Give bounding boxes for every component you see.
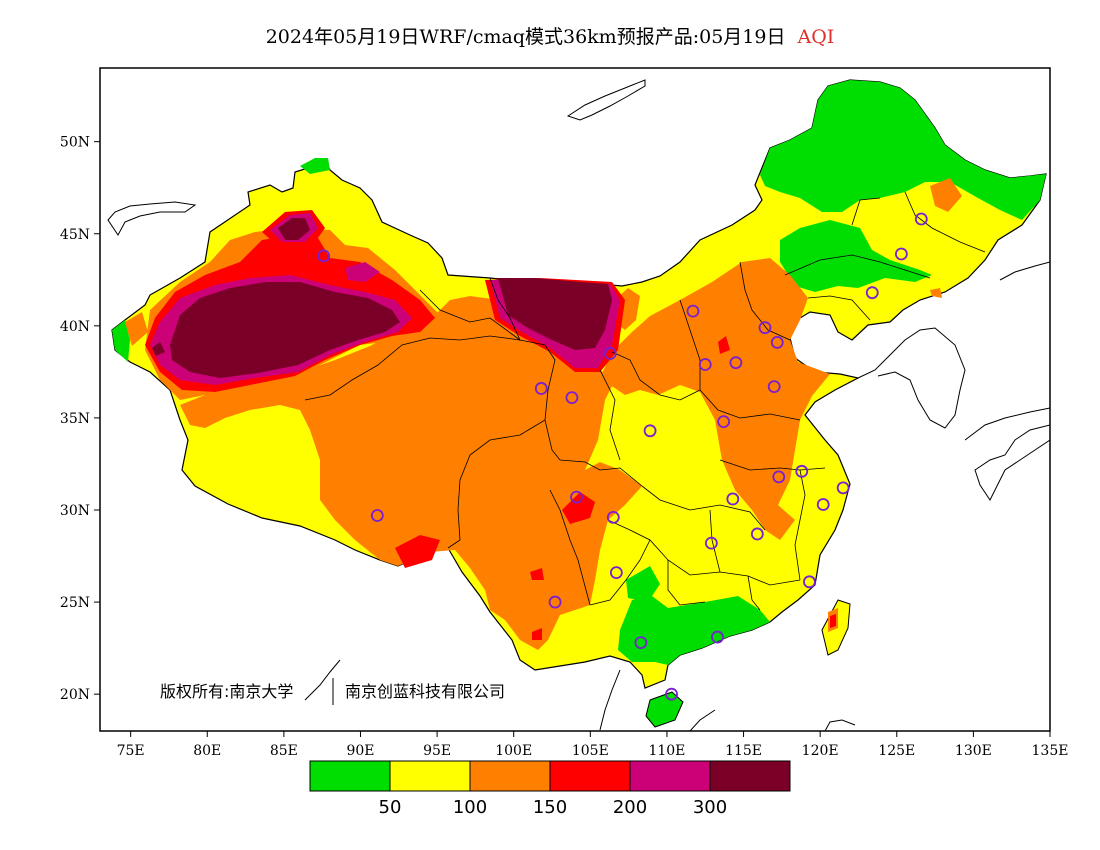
zone-light-west-edge xyxy=(125,312,148,346)
zone-severe-west-spot xyxy=(152,342,165,356)
station-marker xyxy=(606,510,620,524)
station-marker xyxy=(534,382,548,395)
copyright-text: 版权所有:南京大学 xyxy=(160,682,293,701)
station-marker xyxy=(750,527,764,541)
taiwan-red-spot xyxy=(830,614,836,628)
zone-severe-alxa xyxy=(498,278,612,350)
station-marker xyxy=(767,380,781,394)
station-marker xyxy=(717,415,731,429)
x-tick-label: 115E xyxy=(725,743,762,759)
map-title-variable: AQI xyxy=(797,26,835,48)
station-marker xyxy=(795,464,809,478)
station-marker xyxy=(548,595,562,609)
hainan-island xyxy=(645,691,684,728)
zone-medium-yunnan xyxy=(530,568,544,580)
province-boundaries xyxy=(304,191,986,611)
station-marker xyxy=(726,492,740,506)
colorbar-label: 150 xyxy=(533,797,567,818)
zone-severe-dzungaria xyxy=(278,218,310,240)
station-marker xyxy=(836,481,850,495)
x-tick-label: 75E xyxy=(117,743,145,759)
zone-light-north-china xyxy=(600,258,830,540)
station-marker xyxy=(317,249,331,263)
colorbar-swatch xyxy=(309,760,391,792)
station-marker xyxy=(603,347,617,360)
station-marker xyxy=(816,498,830,511)
colorbar-swatch xyxy=(549,760,631,792)
station-marker xyxy=(914,212,928,226)
station-marker xyxy=(770,336,784,349)
x-tick-label: 85E xyxy=(270,743,298,759)
zone-medium-tibet-south xyxy=(395,535,440,568)
colorbar-label: 100 xyxy=(453,797,487,818)
zone-light-northeast xyxy=(930,178,962,212)
zone-good-northeast xyxy=(760,80,1046,220)
x-tick-label: 100E xyxy=(495,743,532,759)
zone-good-west xyxy=(112,320,130,362)
aqi-colorbar: 50 100 150 200 300 xyxy=(309,760,791,818)
x-tick-label: 130E xyxy=(955,743,992,759)
x-tick-label: 80E xyxy=(193,743,221,759)
zone-heavy-east-xinjiang xyxy=(345,262,380,282)
station-marker xyxy=(803,575,816,589)
x-tick-label: 110E xyxy=(648,743,685,759)
station-marker xyxy=(894,247,908,261)
colorbar-swatch xyxy=(469,760,551,792)
x-tick-label: 90E xyxy=(346,743,374,759)
x-tick-label: 125E xyxy=(878,743,915,759)
zone-light-tibet xyxy=(180,296,642,650)
station-markers xyxy=(317,212,928,701)
zone-medium-sichuan xyxy=(562,492,595,524)
y-tick-label: 40N xyxy=(60,319,90,335)
station-marker xyxy=(609,566,623,580)
station-marker xyxy=(570,490,583,504)
zone-medium-guangxi xyxy=(532,628,542,640)
zone-medium-shanxi xyxy=(718,336,730,354)
colorbar-swatch xyxy=(389,760,471,792)
map-frame xyxy=(99,67,1051,732)
station-marker xyxy=(729,356,743,370)
neighbour-coastlines xyxy=(107,79,1050,731)
map-title-text: 2024年05月19日WRF/cmaq模式36km预报产品:05月19日 xyxy=(265,26,786,48)
colorbar-swatch xyxy=(629,760,711,792)
colorbar-swatch xyxy=(709,760,791,792)
station-marker xyxy=(865,286,879,300)
x-tick-label: 95E xyxy=(423,743,451,759)
station-marker xyxy=(565,391,579,405)
y-tick-label: 20N xyxy=(60,687,90,703)
y-axis-ticks: 20N 25N 30N 35N 40N 45N 50N xyxy=(60,135,100,703)
x-axis-ticks: 75E 80E 85E 90E 95E 100E 105E 110E 115E 120E 125E 1… xyxy=(117,731,1069,759)
colorbar-label: 200 xyxy=(613,797,647,818)
zone-good-northwest xyxy=(300,158,330,174)
colorbar-label: 300 xyxy=(693,797,727,818)
station-marker xyxy=(704,536,718,550)
x-tick-label: 135E xyxy=(1032,743,1069,759)
y-tick-label: 50N xyxy=(60,135,90,151)
station-marker xyxy=(698,358,712,371)
y-tick-label: 25N xyxy=(60,595,90,611)
y-tick-label: 30N xyxy=(60,503,90,519)
company-text: 南京创蓝科技有限公司 xyxy=(345,682,505,701)
zone-light-liaodong xyxy=(930,288,942,298)
station-marker xyxy=(772,470,786,484)
y-tick-label: 35N xyxy=(60,411,90,427)
map-title: 2024年05月19日WRF/cmaq模式36km预报产品:05月19日 AQI xyxy=(0,22,1100,49)
colorbar-label: 50 xyxy=(379,797,402,818)
zone-good-south-inner xyxy=(626,566,660,602)
station-marker xyxy=(370,509,384,522)
x-tick-label: 120E xyxy=(802,743,839,759)
y-tick-label: 45N xyxy=(60,227,90,243)
station-marker xyxy=(686,304,700,318)
zone-good-south xyxy=(618,596,770,665)
station-marker xyxy=(643,424,657,438)
zone-severe-tarim xyxy=(170,282,400,378)
station-marker xyxy=(665,687,678,701)
x-tick-label: 105E xyxy=(572,743,609,759)
station-marker xyxy=(634,636,648,649)
station-marker xyxy=(711,630,724,644)
station-marker xyxy=(758,321,772,335)
